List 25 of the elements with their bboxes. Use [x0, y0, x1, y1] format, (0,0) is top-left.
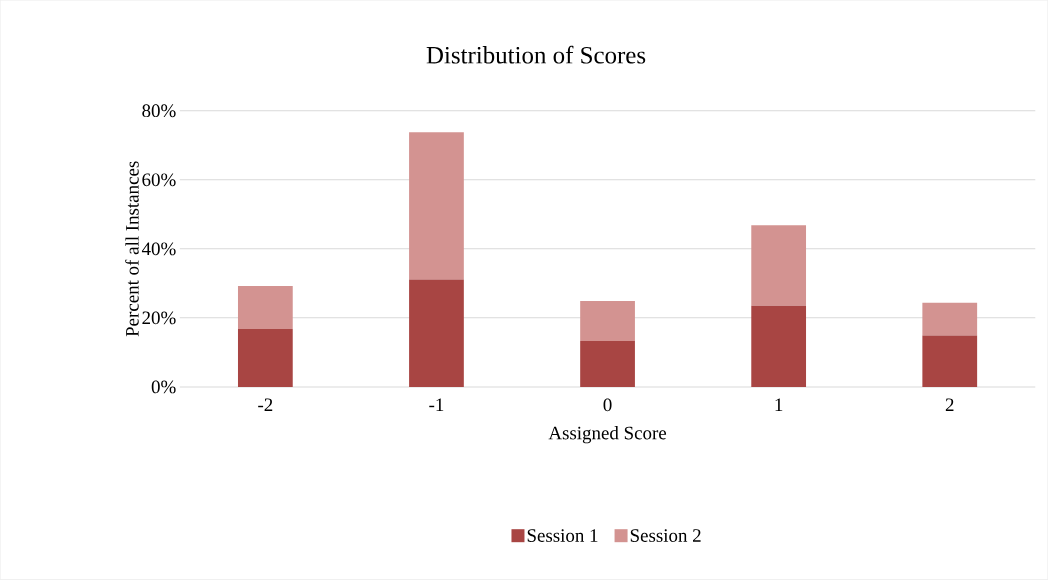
bar: [580, 341, 635, 388]
y-tick-label: 80%: [142, 104, 176, 118]
bar: [409, 132, 464, 280]
x-axis-title: Assigned Score: [548, 426, 667, 444]
x-tick-label: 0: [603, 398, 612, 412]
bar: [922, 335, 978, 388]
y-axis-title: Percent of all Instances: [125, 161, 139, 337]
bar: [751, 305, 807, 388]
legend-label: Session 2: [630, 529, 701, 543]
bar: [237, 286, 293, 330]
x-tick-label: -2: [258, 398, 273, 412]
bar: [580, 301, 635, 342]
bar: [237, 329, 293, 388]
y-tick-label: 40%: [141, 242, 176, 256]
legend-label: Session 1: [527, 529, 598, 543]
x-tick-label: 1: [775, 398, 783, 412]
y-tick-label: 20%: [142, 311, 176, 325]
bar: [409, 279, 464, 388]
y-tick-label: 60%: [142, 173, 176, 187]
bar: [922, 302, 978, 336]
chart-title: Distribution of Scores: [426, 45, 646, 64]
y-tick-label: 0%: [151, 380, 176, 394]
x-tick-label: -1: [429, 398, 444, 412]
bar: [751, 225, 807, 306]
x-tick-label: 2: [945, 398, 954, 412]
